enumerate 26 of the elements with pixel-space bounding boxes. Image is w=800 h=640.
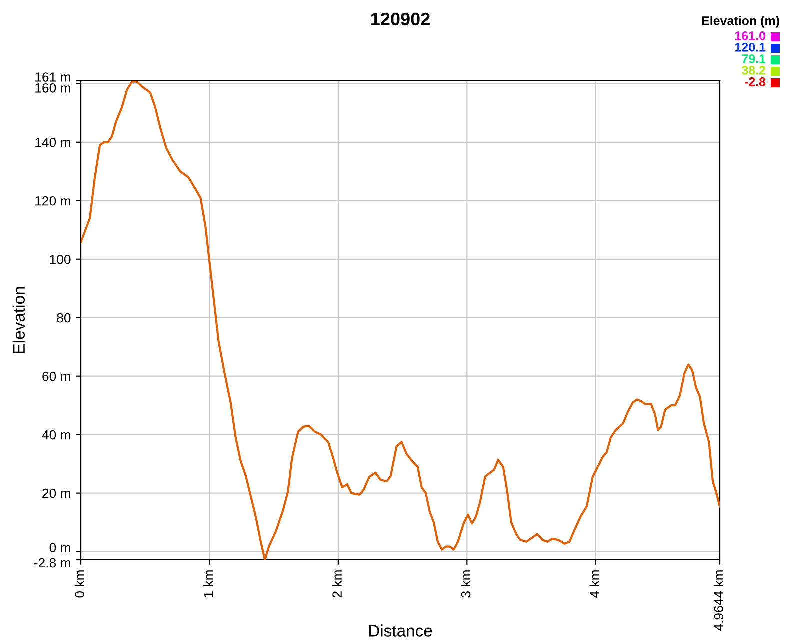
x-tick-label: 0 km <box>74 570 85 598</box>
color-bar-label: -2.8 <box>744 78 766 86</box>
x-tick-label: 1 km <box>204 570 214 598</box>
color-bar-title: Elevation (m) <box>702 16 780 28</box>
y-tick-label: 0 m <box>50 543 70 553</box>
y-tick-label: 120 m <box>36 196 70 206</box>
y-tick-label: 20 m <box>42 488 70 498</box>
x-axis-title: Distance <box>369 624 432 637</box>
y-axis-title: Elevation <box>12 287 26 354</box>
chart-title: 120902 <box>372 12 430 26</box>
color-bar-label: 120.1 <box>736 43 766 52</box>
color-bar-label: 38.2 <box>742 66 766 75</box>
y-tick-label: 60 m <box>42 372 70 382</box>
y-tick-label: 140 m <box>36 138 70 148</box>
y-tick-label: 161 m <box>36 72 70 82</box>
y-tick-label: 160 m <box>36 83 70 93</box>
y-tick-label: 40 m <box>42 430 70 440</box>
y-tick-label: 80 <box>57 313 71 323</box>
y-tick-label: -2.8 m <box>34 558 70 568</box>
y-tick-label: 100 <box>50 254 71 264</box>
color-bar-label: 161.0 <box>736 32 766 40</box>
x-tick-label: 4.9644 km <box>714 570 724 632</box>
x-tick-label: 2 km <box>332 570 342 598</box>
x-tick-label: 4 km <box>590 570 600 598</box>
x-tick-label: 3 km <box>461 570 471 598</box>
color-bar-label: 79.1 <box>742 54 766 64</box>
